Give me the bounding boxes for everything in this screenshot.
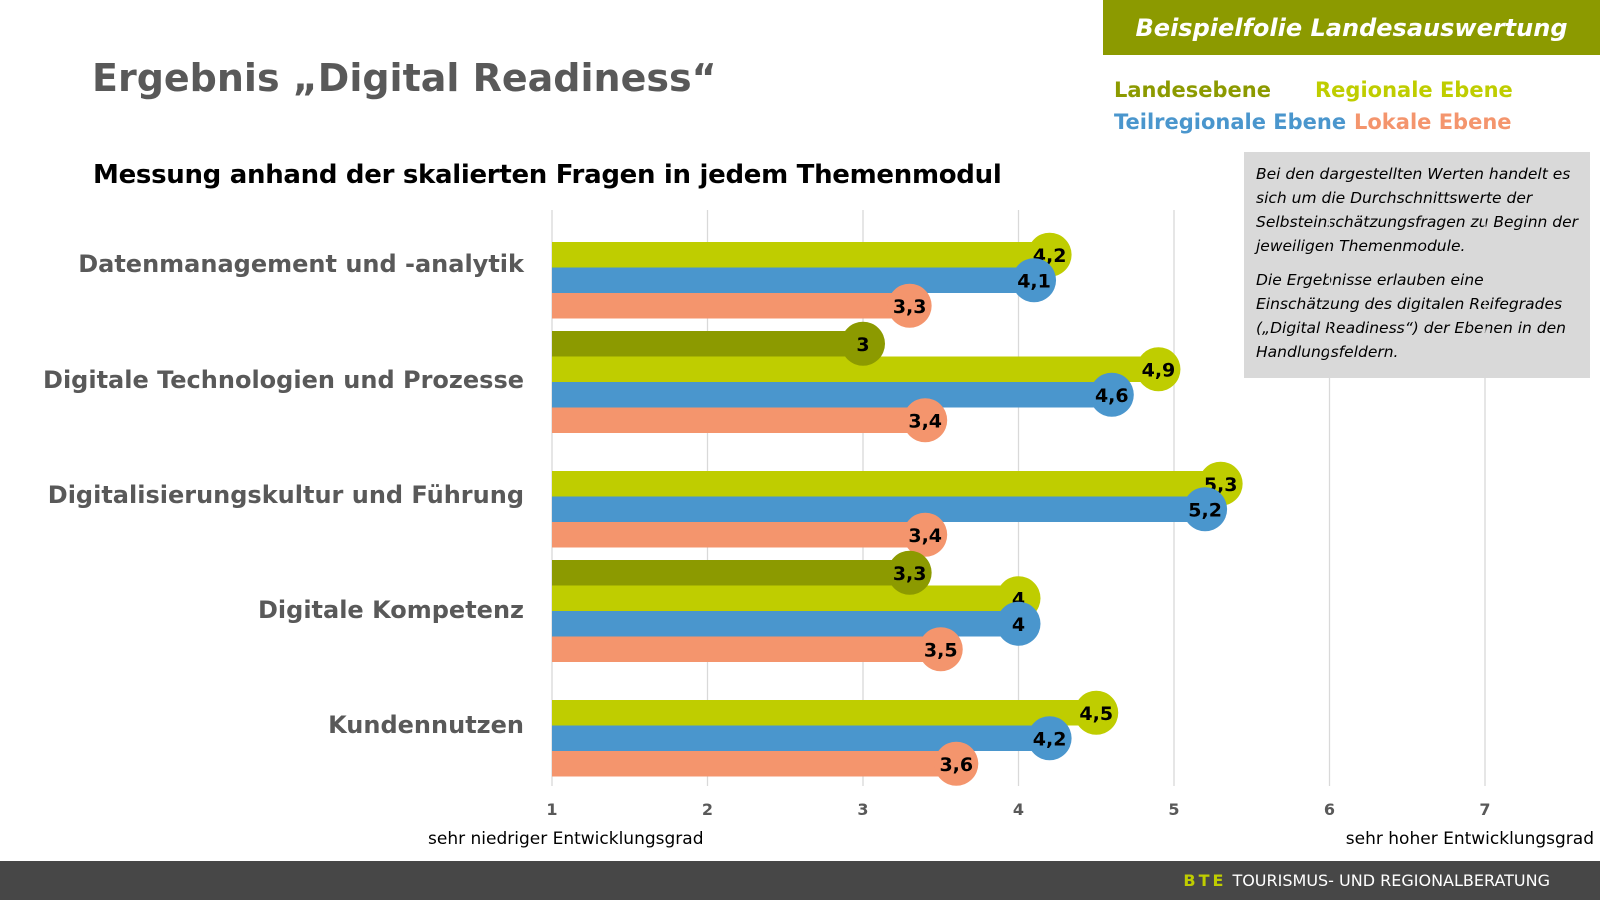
x-tick-label: 5 — [1168, 800, 1179, 819]
footer-bar: BTE TOURISMUS- UND REGIONALBERATUNG — [0, 861, 1600, 900]
data-label: 3,5 — [924, 639, 958, 661]
data-label: 3,4 — [908, 525, 942, 547]
data-label: 3 — [856, 334, 869, 356]
legend-landesebene: Landesebene — [1114, 78, 1271, 102]
bar-regionale-ebene — [552, 242, 1050, 268]
x-tick-label: 1 — [546, 800, 557, 819]
bar-landesebene — [552, 331, 863, 357]
x-tick-label: 6 — [1324, 800, 1335, 819]
value-marker — [1136, 347, 1181, 392]
value-marker — [903, 512, 948, 557]
data-label: 3,4 — [908, 410, 942, 432]
x-tick-label: 7 — [1479, 800, 1490, 819]
value-marker — [841, 321, 885, 366]
value-marker — [996, 601, 1041, 646]
bar-lokale-ebene — [552, 293, 910, 319]
value-marker — [887, 283, 932, 328]
value-marker — [1027, 716, 1072, 761]
bar-landesebene — [552, 560, 910, 586]
category-label: Datenmanagement und -analytik — [78, 250, 524, 278]
axis-caption-low: sehr niedriger Entwicklungsgrad — [428, 829, 704, 849]
category-label: Digitale Kompetenz — [257, 596, 524, 624]
bar-lokale-ebene — [552, 751, 957, 777]
data-label: 3,6 — [939, 754, 973, 776]
bar-teilregionale-ebene — [552, 725, 1050, 751]
data-label: 4,9 — [1142, 359, 1176, 381]
bar-lokale-ebene — [552, 407, 926, 433]
footer-brand: BTE TOURISMUS- UND REGIONALBERATUNG — [1183, 871, 1550, 890]
bar-teilregionale-ebene — [552, 496, 1206, 522]
bar-regionale-ebene — [552, 585, 1019, 611]
bar-teilregionale-ebene — [552, 382, 1112, 408]
legend-teilregionale-ebene: Teilregionale Ebene — [1114, 110, 1347, 134]
data-label: 4,1 — [1017, 270, 1051, 292]
category-label: Digitalisierungskultur und Führung — [47, 481, 524, 509]
legend-lokale-ebene: Lokale Ebene — [1354, 110, 1512, 134]
value-marker — [903, 398, 948, 443]
data-label: 3,3 — [893, 563, 927, 585]
value-marker — [887, 550, 932, 595]
category-label: Digitale Technologien und Prozesse — [43, 366, 524, 394]
category-label: Kundennutzen — [328, 711, 524, 739]
data-label: 5,2 — [1188, 499, 1222, 521]
data-label: 4 — [1012, 614, 1025, 636]
bar-teilregionale-ebene — [552, 267, 1035, 293]
bar-lokale-ebene — [552, 522, 926, 548]
data-label: 3,3 — [893, 296, 927, 318]
axis-caption-high: sehr hoher Entwicklungsgrad — [1345, 829, 1594, 849]
data-label: 4,2 — [1033, 728, 1067, 750]
value-marker — [918, 627, 963, 672]
value-marker — [1012, 258, 1057, 303]
bar-regionale-ebene — [552, 471, 1221, 497]
sample-slide-banner: Beispielfolie Landesauswertung — [1103, 0, 1600, 55]
page-title: Ergebnis „Digital Readiness“ — [92, 56, 717, 100]
footer-text: TOURISMUS- UND REGIONALBERATUNG — [1232, 871, 1550, 890]
explanation-note: Bei den dargestellten Werten handelt es … — [1244, 152, 1590, 378]
x-tick-label: 4 — [1013, 800, 1024, 819]
bar-regionale-ebene — [552, 700, 1097, 726]
value-marker — [934, 741, 979, 786]
bte-logo-text: BTE — [1183, 871, 1227, 890]
data-label: 4,5 — [1079, 703, 1113, 725]
note-paragraph-1: Bei den dargestellten Werten handelt es … — [1256, 165, 1579, 255]
x-tick-label: 2 — [702, 800, 713, 819]
x-tick-label: 3 — [857, 800, 868, 819]
legend-regionale-ebene: Regionale Ebene — [1315, 78, 1513, 102]
data-label: 4,6 — [1095, 385, 1129, 407]
page-subtitle: Messung anhand der skalierten Fragen in … — [93, 160, 1002, 190]
value-marker — [1089, 372, 1134, 417]
value-marker — [1183, 487, 1228, 532]
bar-lokale-ebene — [552, 636, 941, 662]
value-marker — [1074, 690, 1119, 735]
